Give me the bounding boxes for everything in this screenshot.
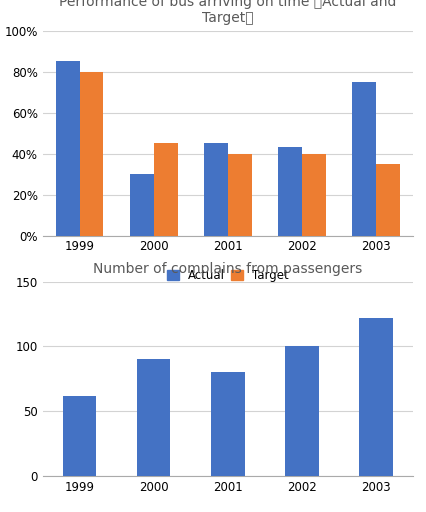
Bar xyxy=(204,143,228,236)
Bar xyxy=(278,147,302,236)
Title: Number of complains from passengers: Number of complains from passengers xyxy=(93,262,363,276)
Bar xyxy=(137,359,170,476)
Bar xyxy=(56,61,80,236)
Bar xyxy=(376,164,400,236)
Bar xyxy=(154,143,178,236)
Legend: Actual, Target: Actual, Target xyxy=(162,265,294,287)
Title: Performance of bus arriving on time （Actual and
Target）: Performance of bus arriving on time （Act… xyxy=(59,0,397,26)
Bar xyxy=(130,174,154,236)
Bar xyxy=(285,347,319,476)
Bar xyxy=(63,396,96,476)
Bar xyxy=(302,154,326,236)
Bar xyxy=(352,82,376,236)
Bar xyxy=(360,318,393,476)
Bar xyxy=(211,372,245,476)
Bar xyxy=(228,154,252,236)
Bar xyxy=(80,72,104,236)
